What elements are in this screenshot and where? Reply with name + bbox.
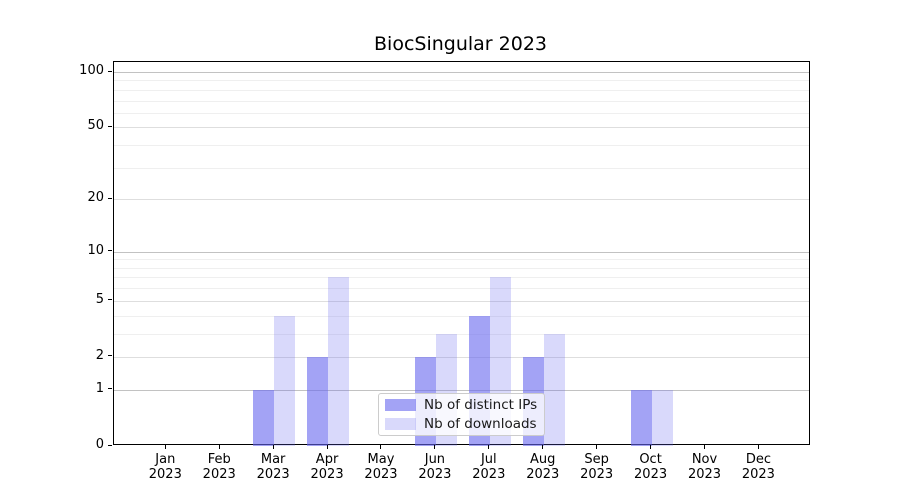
y-tick-5	[108, 299, 112, 301]
y-tick-0	[108, 444, 112, 446]
x-tick-may	[380, 445, 382, 449]
gridline-minor	[113, 277, 809, 279]
gridline-10	[113, 251, 809, 253]
bar-downloads-apr	[328, 277, 350, 446]
gridline-2	[113, 356, 809, 358]
y-tick-label-5: 5	[95, 291, 104, 307]
x-tick-label-jul: Jul 2023	[472, 452, 506, 482]
y-tick-label-0: 0	[95, 437, 104, 452]
y-tick-10	[108, 250, 112, 252]
gridline-minor	[113, 259, 809, 261]
gridline-minor	[113, 167, 809, 169]
x-tick-dec	[757, 445, 759, 449]
gridline-minor	[113, 315, 809, 317]
gridline-minor	[113, 145, 809, 147]
gridline-minor	[113, 333, 809, 335]
x-tick-label-jun: Jun 2023	[418, 452, 452, 482]
gridline-minor	[113, 112, 809, 114]
y-tick-label-100: 100	[79, 63, 104, 78]
legend: Nb of distinct IPs Nb of downloads	[378, 393, 545, 436]
y-tick-label-1: 1	[95, 380, 104, 396]
x-tick-mar	[272, 445, 274, 449]
x-tick-aug	[542, 445, 544, 449]
y-tick-label-10: 10	[87, 242, 104, 258]
x-tick-apr	[326, 445, 328, 449]
legend-swatch-distinct-ips	[385, 399, 416, 411]
x-tick-label-jan: Jan 2023	[148, 452, 182, 482]
x-tick-label-feb: Feb 2023	[202, 452, 236, 482]
x-tick-feb	[218, 445, 220, 449]
legend-label-distinct-ips: Nb of distinct IPs	[424, 397, 538, 413]
x-tick-nov	[704, 445, 705, 449]
x-tick-label-may: May 2023	[364, 452, 398, 482]
legend-item-downloads: Nb of downloads	[385, 416, 544, 432]
gridline-100	[113, 72, 809, 73]
gridline-minor	[113, 288, 809, 290]
x-tick-label-dec: Dec 2023	[741, 452, 775, 482]
y-tick-2	[108, 355, 112, 357]
y-tick-label-2: 2	[95, 347, 104, 363]
x-tick-jun	[434, 445, 436, 449]
gridline-50	[113, 127, 809, 129]
gridline-minor	[113, 80, 809, 82]
x-tick-label-mar: Mar 2023	[256, 452, 290, 482]
x-tick-label-oct: Oct 2023	[634, 452, 668, 482]
bar-ips-oct	[630, 389, 652, 446]
y-tick-1	[108, 388, 112, 390]
x-tick-oct	[650, 445, 652, 449]
y-tick-label-50: 50	[87, 118, 104, 134]
bar-downloads-oct	[651, 389, 673, 446]
y-tick-100	[108, 70, 112, 72]
gridline-5	[113, 300, 809, 302]
chart-title: BiocSingular 2023	[374, 33, 547, 55]
plot-area	[112, 61, 810, 446]
legend-label-downloads: Nb of downloads	[424, 416, 537, 432]
gridline-20	[113, 199, 809, 201]
x-tick-jul	[488, 445, 490, 449]
x-tick-jan	[164, 445, 166, 449]
gridline-minor	[113, 267, 809, 269]
bar-downloads-aug	[543, 333, 565, 446]
y-tick-20	[108, 197, 112, 199]
x-tick-label-nov: Nov 2023	[687, 452, 722, 482]
legend-item-distinct-ips: Nb of distinct IPs	[385, 397, 544, 413]
gridline-1	[113, 389, 809, 391]
x-tick-sep	[596, 445, 598, 449]
y-tick-50	[108, 125, 112, 127]
bar-ips-apr	[307, 356, 329, 446]
legend-swatch-downloads	[385, 418, 416, 430]
gridline-minor	[113, 89, 809, 91]
x-tick-label-apr: Apr 2023	[310, 452, 344, 482]
gridline-minor	[113, 100, 809, 102]
x-tick-label-sep: Sep 2023	[580, 452, 614, 482]
bar-ips-mar	[253, 389, 275, 446]
x-tick-label-aug: Aug 2023	[526, 452, 560, 482]
y-tick-label-20: 20	[87, 190, 104, 206]
bar-downloads-mar	[274, 315, 296, 446]
